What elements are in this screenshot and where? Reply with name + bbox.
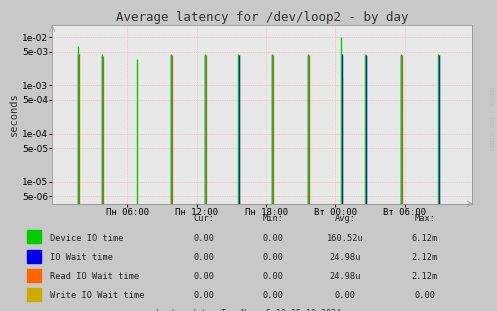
Text: IO Wait time: IO Wait time [50, 253, 113, 262]
Text: 2.12m: 2.12m [412, 272, 438, 281]
Y-axis label: seconds: seconds [9, 92, 19, 136]
Text: 0.00: 0.00 [193, 253, 214, 262]
Bar [27, 288, 41, 301]
Text: RRDTOOL / TOBI OETIKER: RRDTOOL / TOBI OETIKER [488, 86, 493, 150]
Text: 24.98u: 24.98u [330, 253, 361, 262]
Text: 2.12m: 2.12m [412, 253, 438, 262]
Text: Device IO time: Device IO time [50, 234, 123, 243]
Bar [27, 230, 41, 244]
Text: Cur:: Cur: [193, 214, 214, 222]
Bar [27, 269, 41, 282]
Text: 0.00: 0.00 [263, 291, 284, 300]
Text: 0.00: 0.00 [263, 234, 284, 243]
Text: Write IO Wait time: Write IO Wait time [50, 291, 144, 300]
Text: Avg:: Avg: [335, 214, 356, 222]
Text: 0.00: 0.00 [335, 291, 356, 300]
Text: 0.00: 0.00 [193, 234, 214, 243]
Text: 0.00: 0.00 [193, 291, 214, 300]
Text: 6.12m: 6.12m [412, 234, 438, 243]
Text: 24.98u: 24.98u [330, 272, 361, 281]
Text: 0.00: 0.00 [263, 272, 284, 281]
Text: 0.00: 0.00 [263, 253, 284, 262]
Title: Average latency for /dev/loop2 - by day: Average latency for /dev/loop2 - by day [116, 11, 409, 24]
Text: Min:: Min: [263, 214, 284, 222]
Text: 0.00: 0.00 [414, 291, 435, 300]
Text: 0.00: 0.00 [193, 272, 214, 281]
Text: Last update: Tue Nov  5 10:15:10 2024: Last update: Tue Nov 5 10:15:10 2024 [156, 309, 341, 311]
Text: Read IO Wait time: Read IO Wait time [50, 272, 139, 281]
Text: 160.52u: 160.52u [327, 234, 364, 243]
Text: Max:: Max: [414, 214, 435, 222]
Bar [27, 249, 41, 263]
